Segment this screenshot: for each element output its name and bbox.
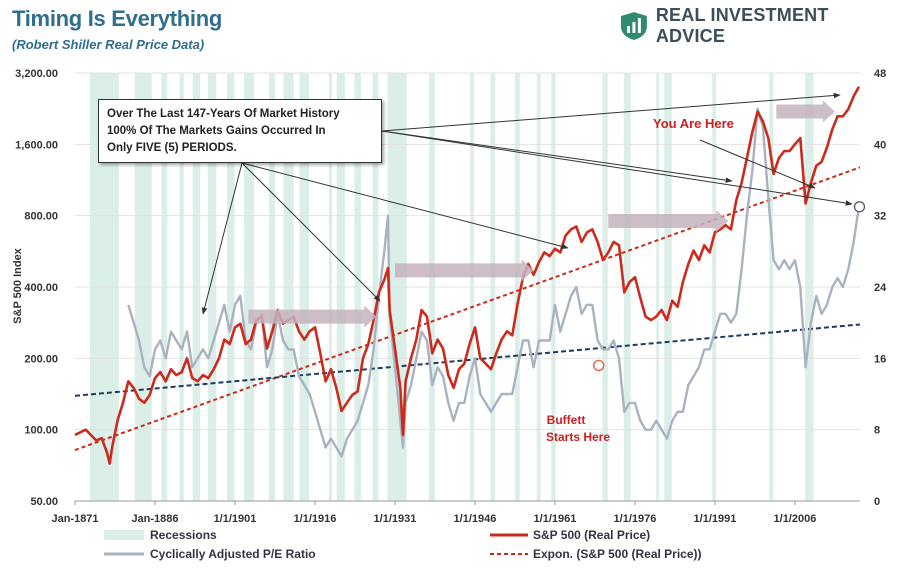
- buffett-marker: [592, 359, 605, 372]
- x-tick-label: 1/1/1946: [454, 513, 497, 525]
- gain-period-arrow: [394, 259, 534, 282]
- x-tick-label: 1/1/1976: [614, 513, 657, 525]
- legend-expon: Expon. (S&P 500 (Real Price)): [533, 547, 702, 561]
- y2-tick-label: 32: [874, 211, 886, 223]
- y-axis-label: S&P 500 Index: [12, 247, 24, 323]
- callout-line: Only FIVE (5) PERIODS.: [107, 142, 237, 154]
- cape-trendline: [74, 323, 861, 397]
- x-tick-label: 1/1/1961: [534, 513, 577, 525]
- pointer-line: [241, 162, 569, 250]
- pointer-line: [381, 92, 841, 132]
- expon-trendline: [74, 166, 861, 452]
- cape-series-line: [127, 107, 861, 458]
- y-tick-label: 800.00: [24, 211, 58, 223]
- y2-tick-label: 48: [874, 68, 886, 80]
- y2-tick-label: 40: [874, 139, 886, 151]
- gain-period-arrows: [248, 100, 835, 328]
- chart-shield-icon: [620, 12, 647, 40]
- brand-logo: REAL INVESTMENT ADVICE: [620, 5, 901, 46]
- x-tick-label: Jan-1886: [131, 513, 178, 525]
- gain-period-arrow: [248, 305, 377, 328]
- pointer-line: [241, 162, 381, 302]
- pointer-line: [381, 130, 853, 206]
- callout-line: 100% Of The Markets Gains Occurred In: [107, 125, 326, 137]
- page-title: Timing Is Everything: [12, 6, 222, 31]
- x-tick-label: 1/1/1916: [294, 513, 337, 525]
- x-tick-label: 1/1/1931: [374, 513, 417, 525]
- y-tick-label: 100.00: [24, 425, 58, 437]
- you-are-here-label: You Are Here: [653, 116, 734, 131]
- buffett-label-line1: Buffett: [547, 413, 586, 427]
- series-lines: [74, 86, 861, 465]
- y2-tick-label: 16: [874, 353, 886, 365]
- callout-box: Over The Last 147-Years Of Market Histor…: [98, 99, 382, 163]
- y-tick-label: 1,600.00: [15, 139, 58, 151]
- y-tick-label: 3,200.00: [15, 68, 58, 80]
- gain-period-arrow: [608, 209, 729, 232]
- x-tick-label: 1/1/1901: [214, 513, 257, 525]
- brand-name: REAL INVESTMENT ADVICE: [655, 5, 829, 46]
- legend-swatches: [104, 530, 528, 556]
- y2-tick-label: 8: [874, 425, 880, 437]
- current-cape-marker: [853, 201, 866, 213]
- y-tick-label: 200.00: [24, 353, 58, 365]
- y2-tick-label: 0: [874, 496, 880, 508]
- legend-cape: Cyclically Adjusted P/E Ratio: [150, 547, 316, 561]
- gain-period-arrow: [776, 100, 835, 123]
- y-tick-label: 50.00: [30, 496, 58, 508]
- callout-line: Over The Last 147-Years Of Market Histor…: [107, 108, 340, 120]
- callout-pointers: [201, 92, 866, 372]
- legend-sp500: S&P 500 (Real Price): [533, 528, 651, 542]
- legend-recessions: Recessions: [150, 528, 217, 542]
- x-tick-label: Jan-1871: [51, 513, 98, 525]
- trendlines: [74, 166, 861, 452]
- x-tick-label: 1/1/1991: [694, 513, 737, 525]
- y-tick-label: 400.00: [24, 282, 58, 294]
- buffett-label-line2: Starts Here: [546, 430, 610, 444]
- sp500-series-line: [74, 86, 861, 465]
- axes: 3,200.00 1,600.00 800.00 400.00 200.00 100.00…: [15, 68, 887, 525]
- y2-tick-label: 24: [874, 282, 887, 294]
- pointer-line: [699, 139, 816, 189]
- page-subtitle: (Robert Shiller Real Price Data): [12, 37, 205, 52]
- pointer-line: [201, 162, 243, 315]
- pointer-line: [381, 130, 733, 183]
- x-tick-label: 1/1/2006: [774, 513, 817, 525]
- legend-swatch-recessions: [104, 530, 144, 540]
